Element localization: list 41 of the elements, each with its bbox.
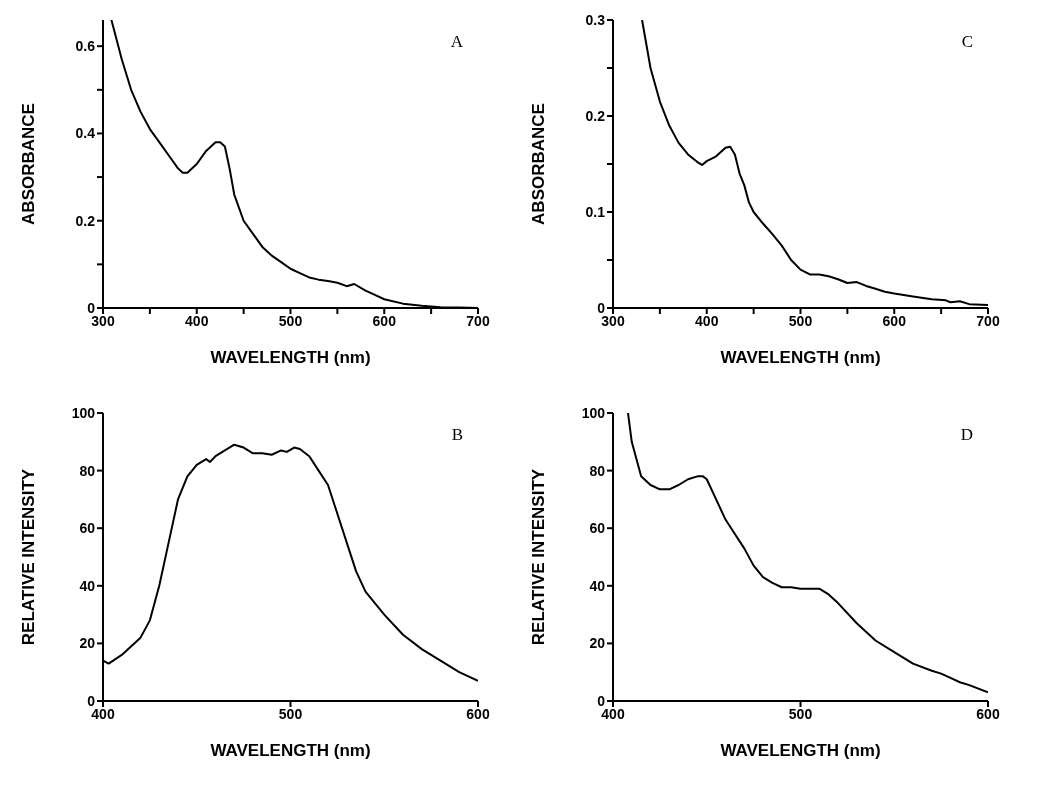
annotation: C bbox=[961, 32, 973, 52]
x-axis-title: WAVELENGTH (nm) bbox=[720, 741, 881, 760]
y-tick-label: 0.1 bbox=[585, 203, 606, 220]
line-series bbox=[627, 413, 988, 694]
x-axis-title: WAVELENGTH (nm) bbox=[210, 741, 371, 760]
y-axis-title: ABSORBANCE bbox=[529, 103, 549, 225]
x-tick-label: 600 bbox=[466, 705, 490, 722]
annotation: A bbox=[450, 32, 463, 52]
y-tick-label: 80 bbox=[589, 462, 606, 479]
x-tick-label: 500 bbox=[278, 705, 303, 722]
x-tick-label: 500 bbox=[788, 312, 813, 329]
y-tick-label: 40 bbox=[589, 577, 606, 594]
y-tick-label: 20 bbox=[589, 635, 606, 652]
y-tick-label: 100 bbox=[581, 404, 606, 421]
y-tick-label: 0.3 bbox=[585, 11, 606, 28]
x-axis-title: WAVELENGTH (nm) bbox=[210, 348, 371, 367]
x-tick-label: 500 bbox=[788, 705, 813, 722]
x-tick-label: 400 bbox=[695, 312, 719, 329]
y-tick-label: 20 bbox=[79, 635, 96, 652]
y-tick-label: 0.4 bbox=[75, 125, 96, 142]
x-tick-label: 600 bbox=[372, 312, 397, 329]
annotation: B bbox=[451, 425, 463, 445]
y-tick-label: 0.2 bbox=[75, 212, 96, 229]
y-tick-label: 0.6 bbox=[75, 38, 96, 55]
y-tick-label: 60 bbox=[589, 520, 606, 537]
x-tick-label: 600 bbox=[976, 705, 1000, 722]
x-tick-label: 700 bbox=[466, 312, 490, 329]
x-tick-label: 500 bbox=[278, 312, 303, 329]
y-tick-label: 80 bbox=[79, 462, 96, 479]
y-tick-label: 40 bbox=[79, 577, 96, 594]
y-axis-title: RELATIVE INTENSITY bbox=[529, 468, 549, 646]
y-tick-label: 0.2 bbox=[585, 107, 606, 124]
y-axis-title: RELATIVE INTENSITY bbox=[19, 468, 39, 646]
x-tick-label: 600 bbox=[882, 312, 907, 329]
y-tick-label: 60 bbox=[79, 520, 96, 537]
x-tick-label: 400 bbox=[185, 312, 209, 329]
y-axis-title: ABSORBANCE bbox=[19, 103, 39, 225]
x-axis-title: WAVELENGTH (nm) bbox=[720, 348, 881, 367]
x-tick-label: 700 bbox=[976, 312, 1000, 329]
annotation: D bbox=[960, 425, 973, 445]
y-tick-label: 100 bbox=[71, 404, 96, 421]
